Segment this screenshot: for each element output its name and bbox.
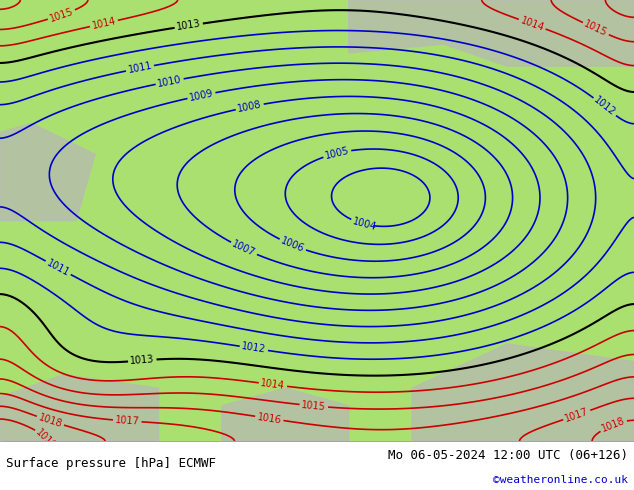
Text: ©weatheronline.co.uk: ©weatheronline.co.uk xyxy=(493,475,628,485)
Text: Mo 06-05-2024 12:00 UTC (06+126): Mo 06-05-2024 12:00 UTC (06+126) xyxy=(387,449,628,462)
Text: 1012: 1012 xyxy=(241,342,267,355)
Text: 1019: 1019 xyxy=(34,427,58,451)
Polygon shape xyxy=(349,0,634,66)
Text: 1013: 1013 xyxy=(130,355,155,367)
Text: 1014: 1014 xyxy=(519,15,545,33)
Text: 1018: 1018 xyxy=(37,412,63,429)
Text: 1014: 1014 xyxy=(91,16,117,31)
Text: 1013: 1013 xyxy=(176,19,202,32)
Text: 1007: 1007 xyxy=(231,239,257,258)
Text: 1005: 1005 xyxy=(324,146,350,161)
Text: 1012: 1012 xyxy=(592,95,618,118)
Text: 1009: 1009 xyxy=(188,88,214,103)
Polygon shape xyxy=(222,388,349,441)
Text: 1015: 1015 xyxy=(48,6,75,24)
Text: 1010: 1010 xyxy=(157,74,183,89)
Polygon shape xyxy=(0,123,95,220)
Text: 1018: 1018 xyxy=(600,416,626,434)
Text: 1004: 1004 xyxy=(352,216,378,232)
Polygon shape xyxy=(0,375,158,441)
Text: 1006: 1006 xyxy=(280,236,306,254)
Text: 1015: 1015 xyxy=(301,400,327,412)
Text: 1011: 1011 xyxy=(127,61,153,75)
Text: 1008: 1008 xyxy=(236,99,262,114)
Polygon shape xyxy=(412,344,634,441)
Text: Surface pressure [hPa] ECMWF: Surface pressure [hPa] ECMWF xyxy=(6,457,216,469)
Text: 1017: 1017 xyxy=(564,406,590,424)
Text: 1011: 1011 xyxy=(45,258,72,278)
Text: 1016: 1016 xyxy=(256,412,282,425)
Text: 1015: 1015 xyxy=(583,19,609,38)
Text: 1014: 1014 xyxy=(260,378,286,391)
Text: 1017: 1017 xyxy=(115,415,140,427)
